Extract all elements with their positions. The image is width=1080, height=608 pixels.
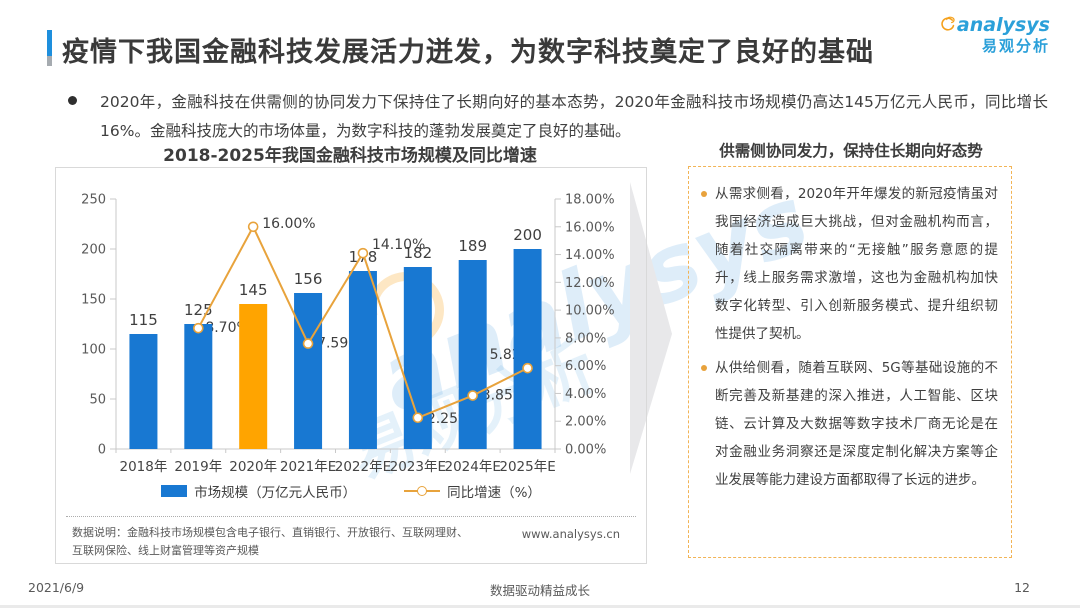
logo-brand-cn: 易观分析 [981,37,1050,55]
page-number: 12 [1014,580,1030,595]
panel-title: 供需侧协同发力，保持住长期向好态势 [719,142,983,160]
right-axis-tick-label: 14.00% [565,248,615,263]
summary-text: 2020年，金融科技在供需侧的协同发力下保持住了长期向好的基本态势，2020年金… [100,93,1048,140]
page-title: 疫情下我国金融科技发展活力迸发，为数字科技奠定了良好的基础 [62,37,874,68]
right-axis-tick-label: 2.00% [565,415,606,430]
legend-bar-swatch-icon [161,485,188,497]
line-marker-icon [193,322,204,334]
footer-slogan: 数据驱动精益成长 [489,583,590,598]
bar-value-label: 156 [294,270,323,288]
bar-2019年 [184,324,213,449]
line-marker-icon [357,247,369,259]
insight-panel: 从需求侧看，2020年开年爆发的新冠疫情虽对我国经济造成巨大挑战，但对金融机构而… [688,166,1012,558]
x-axis-category-label: 2023年E [390,459,446,475]
x-axis-category-label: 2019年 [174,459,222,475]
bar-value-label: 189 [458,237,487,255]
left-axis-tick-label: 100 [81,343,106,358]
legend-bar-label: 市场规模（万亿元人民币） [194,485,357,501]
x-axis-category-label: 2018年 [120,459,168,475]
right-axis-tick-label: 16.00% [565,220,615,235]
x-axis-category-label: 2025年E [499,459,555,475]
chart-footnote: 数据说明：金融科技市场规模包含电子银行、直销银行、开放银行、互联网理财、互联网保… [72,526,468,557]
chart-legend: 市场规模（万亿元人民币） 同比增速（%） [56,481,646,501]
left-axis-tick-label: 0 [98,443,106,458]
orange-bullet-icon [701,191,707,197]
panel-bullet-demand: 从需求侧看，2020年开年爆发的新冠疫情虽对我国经济造成巨大挑战，但对金融机构而… [701,180,998,348]
line-marker-icon [302,338,314,349]
right-axis-tick-label: 6.00% [565,359,606,374]
left-axis-tick-label: 150 [81,293,106,308]
bar-2018年 [129,334,158,449]
panel-bullet-supply-text: 从供给侧看，随着互联网、5G等基础设施的不断完善及新基建的深入推进，人工智能、区… [715,360,998,488]
right-axis-tick-label: 10.00% [565,304,615,319]
right-axis-tick-label: 12.00% [565,276,615,291]
bar-2020年 [239,304,268,449]
left-axis-tick-label: 200 [81,243,106,258]
bar-value-label: 200 [513,226,542,244]
x-axis-category-label: 2020年 [229,459,277,475]
legend-line-label: 同比增速（%） [447,485,541,501]
x-axis-category-label: 2021年E [280,459,336,475]
chart-card: 0 50 100 150 200 250 0.00% 2.00% 4.00% 6.00% 8.00%… [55,167,647,564]
chart-canvas: 0 50 100 150 200 250 0.00% 2.00% 4.00% 6.00% 8.00%… [81,193,615,476]
bar-2025年E [513,249,542,449]
bar-2021年E [294,293,323,449]
title-accent-bar [47,30,52,66]
x-axis-category-label: 2024年E [444,459,500,475]
line-marker-icon [522,362,533,374]
footer-date: 2021/6/9 [28,580,85,595]
left-axis-tick-label: 50 [89,393,106,408]
legend-item-growth-rate: 同比增速（%） [404,481,541,501]
bar-value-label: 145 [239,281,268,299]
line-value-label: 16.00% [262,216,315,232]
right-axis-tick-label: 18.00% [565,193,615,208]
line-marker-icon [412,412,424,424]
panel-bullet-demand-text: 从需求侧看，2020年开年爆发的新冠疫情虽对我国经济造成巨大挑战，但对金融机构而… [715,186,998,342]
x-axis-category-label: 2022年E [335,459,391,475]
bottom-edge-divider [0,605,1080,608]
right-axis-tick-label: 0.00% [565,443,606,458]
source-url-link[interactable]: www.analysys.cn [521,527,620,541]
chart-title: 2018-2025年我国金融科技市场规模及同比增速 [163,146,537,166]
legend-line-marker-icon [404,486,441,496]
bar-value-label: 182 [403,244,432,262]
line-value-label: 14.10% [372,237,425,253]
footnote-divider [66,516,636,517]
left-axis-tick-label: 250 [81,193,106,208]
right-axis-tick-label: 8.00% [565,331,606,346]
bar-value-label: 115 [129,311,158,329]
line-value-label: 8.70% [205,320,249,336]
right-axis-tick-label: 4.00% [565,387,606,402]
analysys-logo: analysys 易观分析 [940,12,1050,55]
bar-2024年E [458,260,487,449]
analysys-swirl-icon [941,16,955,31]
bar-2022年E [348,271,377,449]
line-marker-icon [247,221,259,233]
legend-item-market-size: 市场规模（万亿元人民币） [161,481,356,501]
logo-brand-text: analysys [956,13,1050,36]
orange-bullet-icon [701,365,707,371]
bullet-dot-icon [68,96,77,105]
line-marker-icon [467,390,478,401]
panel-bullet-supply: 从供给侧看，随着互联网、5G等基础设施的不断完善及新基建的深入推进，人工智能、区… [701,354,998,494]
